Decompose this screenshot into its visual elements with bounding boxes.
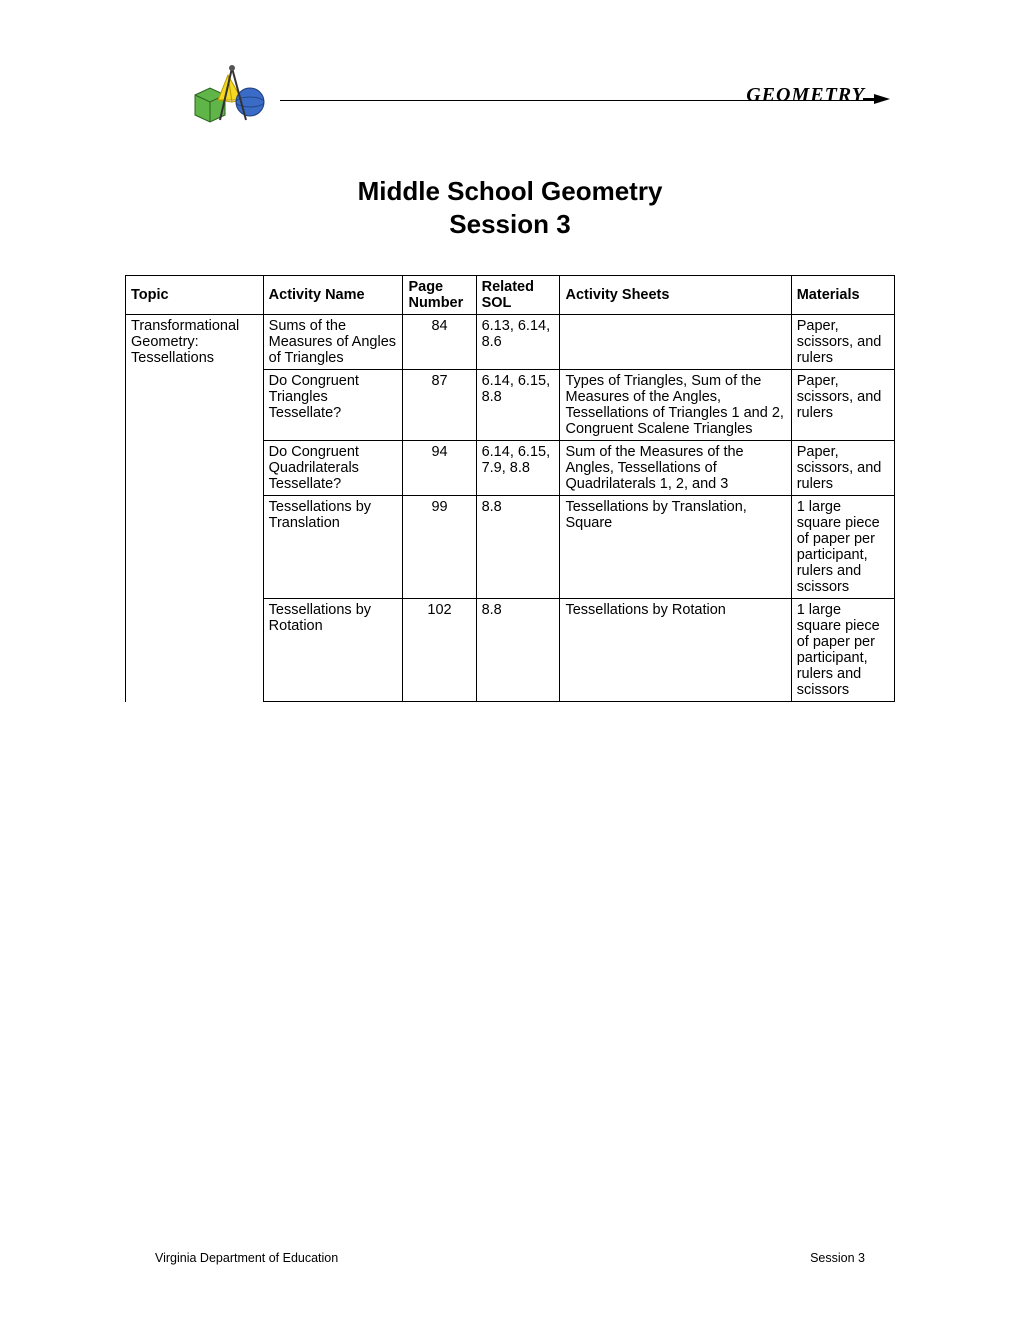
topic-cell: Transformational Geometry: Tessellations	[126, 315, 264, 702]
sol-cell: 6.14, 6.15, 8.8	[476, 370, 560, 441]
title-block: Middle School Geometry Session 3	[125, 175, 895, 240]
sol-cell: 8.8	[476, 496, 560, 599]
sheets-cell: Tessellations by Translation, Square	[560, 496, 791, 599]
activity-cell: Tessellations by Rotation	[263, 599, 403, 702]
activity-cell: Do Congruent Triangles Tessellate?	[263, 370, 403, 441]
footer-left: Virginia Department of Education	[155, 1251, 338, 1265]
title-line-1: Middle School Geometry	[125, 175, 895, 208]
activity-cell: Tessellations by Translation	[263, 496, 403, 599]
table-row: Transformational Geometry: Tessellations…	[126, 315, 895, 370]
materials-cell: 1 large square piece of paper per partic…	[791, 599, 894, 702]
activity-cell: Do Congruent Quadrilaterals Tessellate?	[263, 441, 403, 496]
col-header-page: Page Number	[403, 276, 476, 315]
sol-cell: 6.13, 6.14, 8.6	[476, 315, 560, 370]
footer-right: Session 3	[810, 1251, 865, 1265]
title-line-2: Session 3	[125, 208, 895, 241]
sol-cell: 6.14, 6.15, 7.9, 8.8	[476, 441, 560, 496]
page-footer: Virginia Department of Education Session…	[155, 1251, 865, 1265]
page-cell: 84	[403, 315, 476, 370]
col-header-materials: Materials	[791, 276, 894, 315]
page-cell: 94	[403, 441, 476, 496]
page-cell: 99	[403, 496, 476, 599]
sheets-cell: Sum of the Measures of the Angles, Tesse…	[560, 441, 791, 496]
geometry-shapes-icon	[190, 60, 280, 130]
activities-table: Topic Activity Name Page Number Related …	[125, 275, 895, 702]
activity-cell: Sums of the Measures of Angles of Triang…	[263, 315, 403, 370]
page-content: Middle School Geometry Session 3 Topic A…	[0, 0, 1020, 702]
col-header-topic: Topic	[126, 276, 264, 315]
col-header-sheets: Activity Sheets	[560, 276, 791, 315]
sheets-cell: Tessellations by Rotation	[560, 599, 791, 702]
sheets-cell: Types of Triangles, Sum of the Measures …	[560, 370, 791, 441]
materials-cell: Paper, scissors, and rulers	[791, 315, 894, 370]
sol-cell: 8.8	[476, 599, 560, 702]
table-header-row: Topic Activity Name Page Number Related …	[126, 276, 895, 315]
materials-cell: 1 large square piece of paper per partic…	[791, 496, 894, 599]
col-header-sol: Related SOL	[476, 276, 560, 315]
page-cell: 87	[403, 370, 476, 441]
materials-cell: Paper, scissors, and rulers	[791, 441, 894, 496]
col-header-activity: Activity Name	[263, 276, 403, 315]
materials-cell: Paper, scissors, and rulers	[791, 370, 894, 441]
page-cell: 102	[403, 599, 476, 702]
header-section	[125, 60, 895, 130]
sheets-cell	[560, 315, 791, 370]
